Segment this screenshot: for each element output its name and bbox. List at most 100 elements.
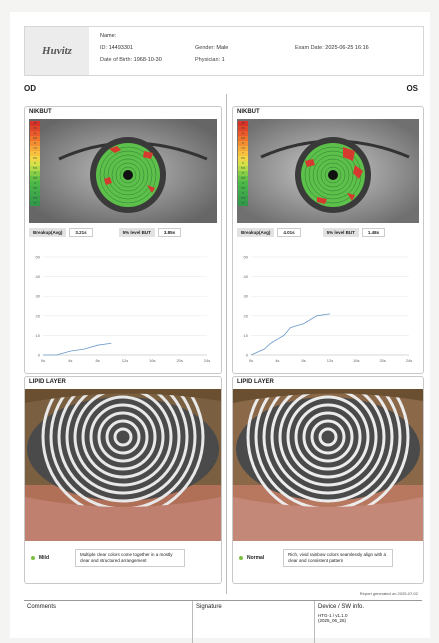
x-tick-label: 16s [149, 358, 155, 363]
patient-header: Huvitz Name: ID: 14493301 Date of Birth:… [24, 26, 424, 76]
os-grade-description: Rich, vivid rainbow colors seamlessly al… [283, 549, 393, 567]
os-level-value: 1.48s [361, 228, 386, 237]
scale-step: 4 [30, 181, 40, 186]
scale-step: 2.5 [30, 196, 40, 201]
os-grade: Normal [247, 555, 265, 561]
y-tick-label: 40 [36, 274, 41, 279]
scale-step: 9.5 [238, 126, 248, 131]
scale-step: 5 [30, 171, 40, 176]
scale-step: 6 [238, 161, 248, 166]
os-nikbut-title: NIKBUT [237, 109, 260, 115]
y-tick-label: 20 [36, 313, 41, 318]
os-nikbut-image [237, 119, 419, 223]
od-scale-bar: 10 9.5 9 8.5 8 7.5 7 6.5 6 5.5 5 4.5 4 3.5 3 2.5 2 [30, 121, 40, 206]
od-lipid-panel: LIPID LAYER Mild Multiple clear colors c… [24, 376, 222, 584]
series-line [250, 313, 331, 356]
scale-step: 3.5 [238, 186, 248, 191]
column-divider [226, 94, 227, 594]
scale-step: 10 [30, 121, 40, 126]
scale-step: 4.5 [238, 176, 248, 181]
signature-box: Signature [192, 601, 319, 643]
x-tick-label: 20s [379, 358, 385, 363]
os-lipid-panel: LIPID LAYER Normal Rich, vivid rainbow c… [232, 376, 424, 584]
os-stats: Breakup(Avg) 4.01s 5% level BUT 1.48s [237, 227, 386, 238]
signature-label: Signature [196, 604, 222, 610]
y-tick-label: 0 [246, 353, 249, 358]
dob-field: Date of Birth: 1968-10-30 [100, 57, 162, 63]
od-stats: Breakup(Avg) 3.21s 5% level BUT 3.85s [29, 227, 182, 238]
od-nikbut-title: NIKBUT [29, 109, 52, 115]
report-generated: Report generated on 2025-07-02 [359, 591, 418, 596]
od-lipid-grade-row: Mild Multiple clear colors come together… [25, 549, 185, 567]
od-level-label: 5% level BUT [118, 228, 155, 237]
device-title: Device / SW info. [318, 604, 365, 610]
x-tick-label: 8s [96, 358, 100, 363]
y-tick-label: 50 [244, 255, 249, 260]
y-tick-label: 10 [36, 333, 41, 338]
brand-logo: Huvitz [25, 27, 89, 75]
scale-step: 5.5 [30, 166, 40, 171]
od-lipid-title: LIPID LAYER [29, 379, 66, 385]
y-tick-label: 30 [244, 294, 249, 299]
scale-step: 8.5 [238, 136, 248, 141]
od-nikbut-panel: NIKBUT 10 9.5 9 8.5 8 7.5 7 6.5 6 5.5 5 4.5 4 3.5 3 2.5… [24, 106, 222, 374]
os-nikbut-panel: NIKBUT 10 9.5 9 8.5 8 7.5 7 6.5 6 5.5 5 4.5 4 3.5 3 2.5… [232, 106, 424, 374]
os-level-label: 5% level BUT [322, 228, 359, 237]
scale-step: 9 [30, 131, 40, 136]
comments-box: Comments [24, 601, 190, 643]
x-tick-label: 0s [41, 358, 45, 363]
od-grade-dot-icon [31, 556, 35, 560]
od-but-chart: 0 10 20 30 40 50 0s 4s 8s 12s 16s 20s 24s [36, 255, 211, 364]
od-nikbut-image [29, 119, 217, 223]
scale-step: 6 [30, 161, 40, 166]
od-lipid-image [25, 389, 221, 541]
y-tick-label: 30 [36, 294, 41, 299]
scale-step: 3 [30, 191, 40, 196]
od-grade: Mild [39, 555, 49, 561]
scale-step: 3 [238, 191, 248, 196]
scale-step: 3.5 [30, 186, 40, 191]
scale-step: 10 [238, 121, 248, 126]
od-grade-description: Multiple clear colors come together in a… [75, 549, 185, 567]
scale-step: 7 [238, 151, 248, 156]
scale-step: 5.5 [238, 166, 248, 171]
x-tick-label: 20s [176, 358, 182, 363]
scale-step: 8 [30, 141, 40, 146]
scale-step: 6.5 [30, 156, 40, 161]
od-breakup-label: Breakup(Avg) [29, 228, 67, 237]
os-lipid-grade-row: Normal Rich, vivid rainbow colors seamle… [233, 549, 393, 567]
os-grade-dot-icon [239, 556, 243, 560]
device-date: (2025_06_25) [318, 618, 347, 623]
scale-step: 7 [30, 151, 40, 156]
exam-date-field: Exam Date: 2025-06-25 16:16 [295, 45, 369, 51]
od-breakup-value: 3.21s [69, 228, 93, 237]
scale-step: 7.5 [238, 146, 248, 151]
os-breakup-label: Breakup(Avg) [237, 228, 275, 237]
report-page: Huvitz Name: ID: 14493301 Date of Birth:… [10, 12, 430, 643]
scale-step: 9.5 [30, 126, 40, 131]
os-but-chart: 0 10 20 30 40 50 0s 4s 8s 12s 16s 20s 24s [244, 255, 413, 364]
scale-step: 8 [238, 141, 248, 146]
os-label: OS [406, 84, 418, 93]
os-scale-bar: 10 9.5 9 8.5 8 7.5 7 6.5 6 5.5 5 4.5 4 3.5 3 2.5 2 [238, 121, 248, 206]
os-breakup-value: 4.01s [277, 228, 301, 237]
scale-step: 7.5 [30, 146, 40, 151]
name-label: Name: [100, 33, 117, 39]
gender-field: Gender: Male [195, 45, 229, 51]
physician-field: Physician: 1 [195, 57, 225, 63]
os-lipid-title: LIPID LAYER [237, 379, 274, 385]
series-line [43, 342, 112, 356]
od-label: OD [24, 84, 36, 93]
x-tick-label: 8s [302, 358, 306, 363]
scale-step: 2 [238, 201, 248, 206]
od-level-value: 3.85s [157, 228, 182, 237]
report-footer: Comments Signature Device / SW info. HTG… [24, 600, 422, 643]
x-tick-label: 12s [122, 358, 128, 363]
device-box: Device / SW info. HTG-1 / v1.1.0 (2025_0… [314, 601, 425, 643]
id-field: ID: 14493301 [100, 45, 134, 51]
scale-step: 4 [238, 181, 248, 186]
scale-step: 2 [30, 201, 40, 206]
x-tick-label: 24s [406, 358, 412, 363]
x-tick-label: 0s [249, 358, 253, 363]
y-tick-label: 0 [38, 353, 41, 358]
